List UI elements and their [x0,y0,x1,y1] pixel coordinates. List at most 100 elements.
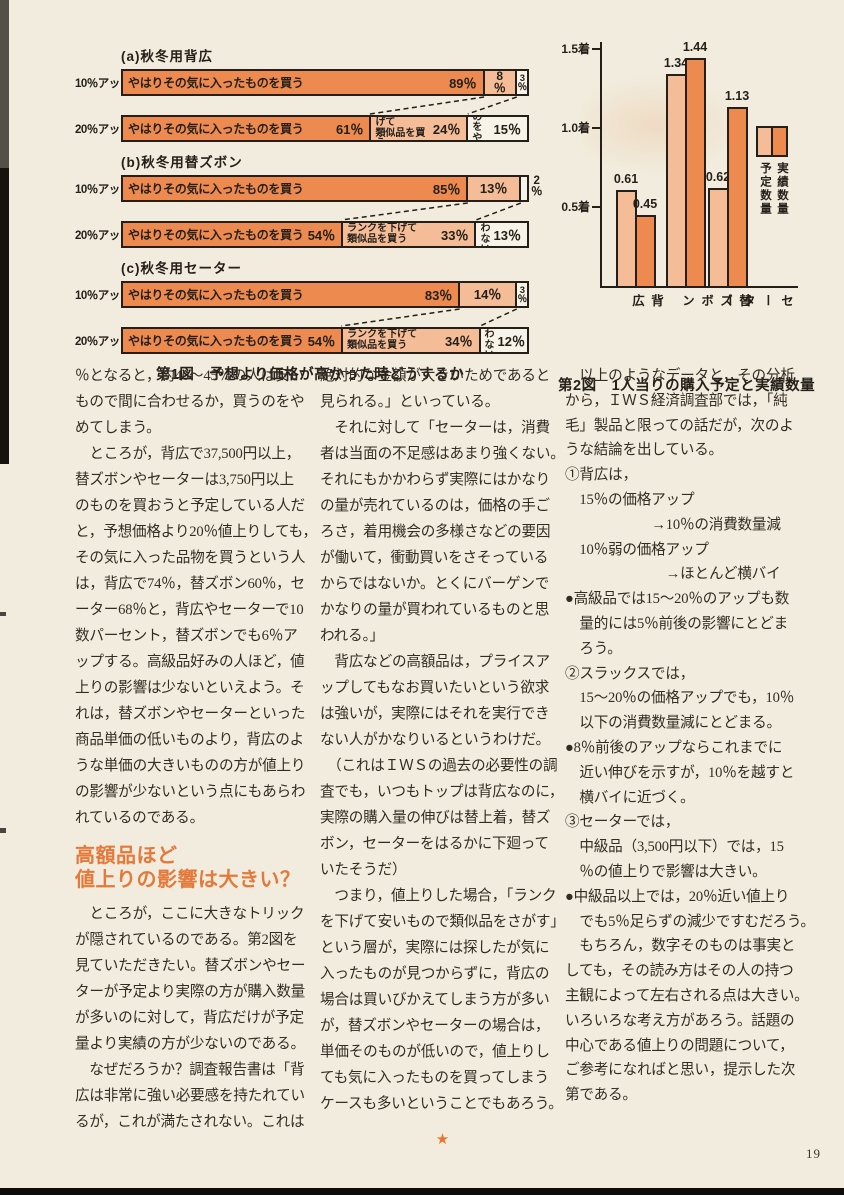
text-line: のものを買おうと予定している人だ [75,498,305,514]
figure1-bar-row: 10％アップ やはりその気に入ったものを買う 83％ 14％ 3 ％ [75,281,545,308]
bar-segment: 買うのを やめる 15％ [466,117,527,140]
text-line: は強いが，実際にはそれを実行でき [320,706,550,722]
segment-percent: 24％ [432,122,461,137]
text-line: ％の値上りで影響は大きい。 [565,863,767,880]
text-line: 主観によって左右される点は大きい。 [565,987,809,1004]
bar-value-label: 1.34 [663,56,689,71]
axis-tick [592,48,602,50]
text-line: れは，替ズボンやセーターといった [75,706,306,722]
figure2-bar [666,74,687,286]
text-line: の影響が少ないという点にもあらわ [75,784,306,800]
text-line: 実際の購入量の伸びは替上着，替ズ [320,810,551,826]
bar-segment: やはりその気に入ったものを買う 54％ [123,329,342,352]
spine-shadow-top [0,0,9,168]
article-body: ％となると，約40～45％の人は安い もので間に合わせるか，買うのをや めてしまう。… [75,364,823,1149]
bar-value-label: 0.61 [613,171,639,186]
figure2-bar-chart: 1.5着 1.0着 0.5着 0.61 0.45 背広 1.34 1.44 替ズボン 0.62 1.… [558,40,844,394]
bar-row-label: 20％アップ [75,229,131,242]
text-line: の量が売れているのは，価格の手ご [320,498,550,514]
text-line: から，ＩＷＳ経済調査部では，「純 [565,392,788,409]
text-line: しても，その読み方はその人の持つ [565,963,794,980]
text-line: 見ていただきたい。替ズボンやセー [75,958,306,974]
text-line: 毛」製品と限っての話だが，次のよ [565,417,794,434]
axis-tick [592,127,602,129]
figure1-groups: (a)秋冬用背広 10％アップ やはりその気に入ったものを買う 89％ 8 ％ 3 ％ 20… [75,45,545,354]
legend-label-planned: 予定数量 [759,162,771,216]
figure2-plot-area: 1.5着 1.0着 0.5着 0.61 0.45 背広 1.34 1.44 替ズボン 0.62 1.… [561,40,798,323]
figure1-group-heading: (b)秋冬用替ズボン [121,155,243,170]
bar-segment: やはりその気に入ったものを買う 85％ [123,177,467,200]
bar-segment: ランクを下げて 類似品を買う 24％ [369,117,467,140]
figure1-bar-row: 20％アップ やはりその気に入ったものを買う 54％ ランクを下げて 類似品を買う 33… [75,221,545,248]
bar-segment: やはりその気に入ったものを買う 83％ [123,283,459,306]
text-line: 査でも，いつもトップは背広なのに， [320,784,564,800]
x-axis-label: 替ズボン [680,294,751,310]
stacked-bar: やはりその気に入ったものを買う 83％ 14％ 3 ％ [121,281,529,308]
segment-label: やはりその気に入ったものを買う [128,228,304,242]
segment-percent: 61％ [335,122,364,137]
text-line: もちろん，数字そのものは事実と [565,938,796,955]
text-line: それに対して「セーターは，消費 [320,420,550,436]
bar-segment: 8 ％ [482,71,515,94]
segment-label: ランクを下げて 類似品を買う [375,117,426,140]
text-line: →10％の消費数量減 [565,516,781,533]
figure2-bar [685,58,706,286]
text-line: 入ったものが見つからずに，背広の [320,966,550,982]
text-line: ップしてもなお買いたいという欲求 [320,680,550,696]
segment-percent: 8 ％ [493,71,506,94]
segment-percent: 14％ [473,286,502,302]
stacked-bar: やはりその気に入ったものを買う 85％ 13％ 2 ％ [121,175,543,202]
text-line: 広は非常に強い必要感を持たれてい [75,1088,305,1104]
bar-row-label: 20％アップ [75,335,131,348]
figure1-group: (b)秋冬用替ズボン 10％アップ やはりその気に入ったものを買う 85％ 13％ 2 ％… [75,151,545,248]
text-line: 商品単価の低いものより，背広のよ [75,732,304,748]
text-line: が多いのに対して，背広だけが予定 [75,1010,304,1026]
text-line: 見られる。」といっている。 [320,394,500,410]
segment-percent: 33％ [441,228,469,243]
text-line: が隠されているのである。第2図を [75,932,298,948]
text-line: うな結論を出している。 [565,442,723,459]
segment-percent: 83％ [424,288,453,303]
bar-segment: 買わ ない13％ [474,223,527,246]
text-line: ろさ，着用機会の多様さなどの要因 [320,524,551,540]
figure1-bar-row: 10％アップ やはりその気に入ったものを買う 85％ 13％ 2 ％ [75,175,545,202]
page-number: 19 [806,1146,821,1161]
text-line: 15％の価格アップ [565,491,695,508]
segment-label: やはりその気に入ったものを買う [128,76,304,90]
bar-row-label: 10％アップ [75,77,131,90]
text-line: ても気に入ったものを買ってしまう [320,1070,549,1086]
text-line: ケースも多いということでもあろう。 [320,1096,563,1112]
text-line: 者は当面の不足感はあまり強くない。 [320,446,565,462]
segment-label: やはりその気に入ったものを買う [128,288,304,302]
spine-speck [0,828,6,833]
text-line: と，予想価格より20％値上りしても， [75,524,317,540]
text-line: からではないか。とくにバーゲンで [320,576,550,592]
text-line: ●高級品では15～20％のアップも数 [565,591,790,608]
bar-segment: ランクを下げて 類似品を買う 33％ [341,223,475,246]
segment-percent: 13％ [493,228,521,243]
text-line: ●中級品以上では，20％近い値上り [565,888,790,905]
text-line: その気に入った品物を買うという人 [75,550,306,566]
segment-label: やはりその気に入ったものを買う [128,334,304,348]
text-line: ない人がかなりいるというわけだ。 [320,732,550,748]
text-line: 15～20％の価格アップでも，10％ [565,690,795,707]
figure2-bar [727,107,748,286]
bar-segment [518,177,527,200]
print-bleed-ghost [583,78,743,173]
text-line: 量的には5％前後の影響にとどま [565,615,789,632]
bar-segment: 13％ [466,177,519,200]
text-line: いたそうだ） [320,862,407,878]
section-heading: 高額品ほど 値上りの影響は大きい？ [75,844,320,892]
text-line: （これはＩＷＳの過去の必要性の調 [320,758,558,774]
text-line: ③セーターでは， [565,814,680,831]
text-line: 絶対的な金額が大きいためであると [320,368,551,384]
text-line: もので間に合わせるか，買うのをや [75,394,305,410]
article-column-3: 以上のようなデータと，その分析 から，ＩＷＳ経済調査部では，「純 毛」製品と限っての… [565,364,815,1149]
bar-segment: ランクを下げて 類似品を買う 34％ [341,329,479,352]
text-line: ●8％前後のアップならこれまでに [565,739,783,756]
bar-segment: 14％ [458,283,515,306]
article-column-2: 絶対的な金額が大きいためであると 見られる。」といっている。 それに対して「セータ… [320,364,565,1149]
bar-value-label: 1.44 [682,40,708,55]
